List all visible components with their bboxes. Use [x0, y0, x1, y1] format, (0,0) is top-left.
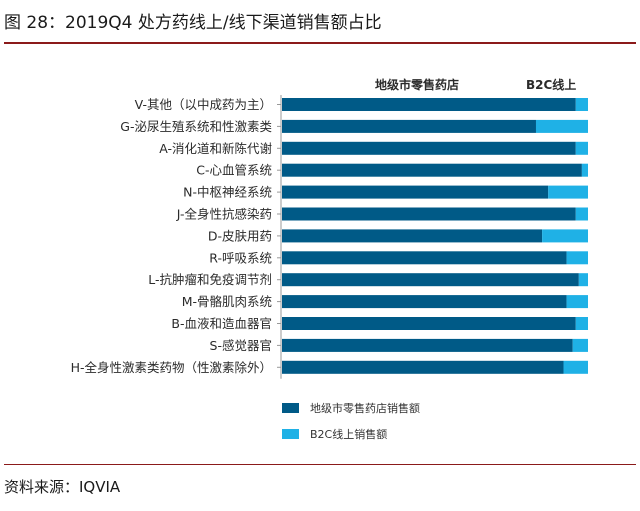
bar-online-segment	[535, 119, 588, 133]
category-label: J-全身性抗感染药	[176, 207, 272, 222]
legend-swatch-offline	[282, 403, 299, 413]
bar-offline-segment	[282, 163, 582, 177]
bar-online-segment	[575, 207, 588, 221]
stacked-bar-chart: V-其他（以中成药为主） G-泌尿生殖系统和性激素类 A-消化道和新陈代谢 C-心血管…	[71, 95, 588, 441]
category-label: S-感觉器官	[210, 338, 272, 353]
bar-online-segment	[566, 251, 588, 265]
bar-offline-segment	[282, 251, 567, 265]
bar-offline-segment	[282, 207, 576, 221]
bar-offline-segment	[282, 360, 564, 374]
bar-online-segment	[575, 98, 588, 111]
bar-online-segment	[575, 317, 588, 330]
column-header-online: B2C线上	[526, 78, 577, 92]
legend-label-online: B2C线上销售额	[310, 427, 387, 441]
category-label: A-消化道和新陈代谢	[159, 141, 272, 156]
column-header-offline: 地级市零售药店	[375, 78, 460, 92]
bar-offline-segment	[282, 98, 576, 111]
category-label: B-血液和造血器官	[171, 316, 272, 331]
bar-offline-segment	[282, 229, 543, 243]
bar-online-segment	[566, 295, 588, 309]
title-divider	[4, 42, 636, 44]
bar-online-segment	[578, 273, 588, 287]
bar-online-segment	[572, 338, 588, 352]
category-label: G-泌尿生殖系统和性激素类	[120, 119, 272, 134]
bar-online-segment	[548, 185, 588, 199]
source-note: 资料来源：IQVIA	[4, 478, 121, 496]
category-label: H-全身性激素类药物（性激素除外）	[71, 360, 272, 375]
bar-online-segment	[581, 163, 588, 177]
category-label: L-抗肿瘤和免疫调节剂	[148, 272, 272, 287]
category-label: N-中枢神经系统	[183, 185, 272, 200]
category-label: V-其他（以中成药为主）	[135, 97, 272, 112]
bar-offline-segment	[282, 317, 576, 330]
bar-offline-segment	[282, 185, 549, 199]
bar-online-segment	[542, 229, 588, 243]
category-label: D-皮肤用药	[208, 228, 272, 243]
footer-divider	[4, 464, 636, 465]
category-label: M-骨骼肌肉系统	[182, 294, 272, 309]
category-label: R-呼吸系统	[209, 250, 272, 265]
chart-title: 图 28：2019Q4 处方药线上/线下渠道销售额占比	[4, 13, 382, 33]
bar-offline-segment	[282, 119, 536, 133]
bar-offline-segment	[282, 141, 576, 155]
bar-offline-segment	[282, 295, 567, 309]
bar-offline-segment	[282, 273, 579, 287]
category-label: C-心血管系统	[196, 163, 272, 178]
bar-offline-segment	[282, 338, 573, 352]
legend-label-offline: 地级市零售药店销售额	[310, 401, 420, 415]
bar-online-segment	[563, 360, 588, 374]
bar-online-segment	[575, 141, 588, 155]
legend-swatch-online	[282, 429, 299, 439]
